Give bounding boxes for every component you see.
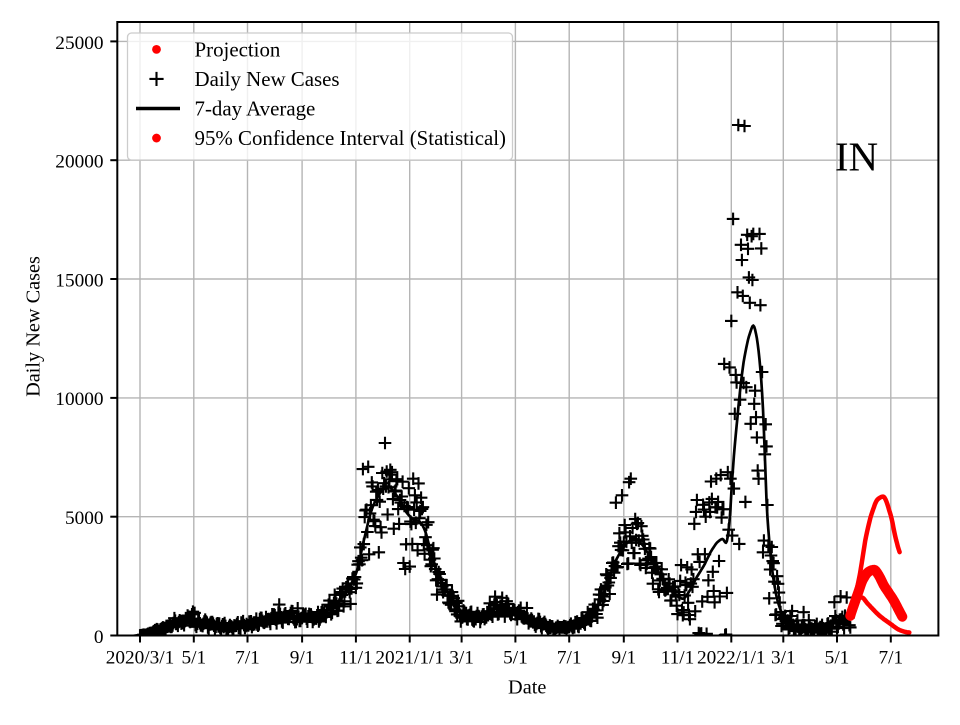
svg-text:3/1: 3/1 (449, 647, 474, 668)
svg-text:20000: 20000 (55, 152, 103, 173)
svg-text:7/1: 7/1 (235, 647, 260, 668)
svg-text:7-day Average: 7-day Average (195, 97, 316, 121)
svg-text:7/1: 7/1 (878, 647, 903, 668)
svg-text:25000: 25000 (55, 33, 103, 54)
svg-text:7/1: 7/1 (557, 647, 582, 668)
svg-text:Daily New Cases: Daily New Cases (195, 67, 340, 91)
svg-text:9/1: 9/1 (611, 647, 636, 668)
svg-text:95% Confidence Interval (Stati: 95% Confidence Interval (Statistical) (195, 126, 507, 150)
svg-text:IN: IN (835, 133, 878, 179)
svg-text:2022/1/1: 2022/1/1 (697, 647, 766, 668)
svg-text:5000: 5000 (65, 508, 104, 529)
svg-text:Projection: Projection (195, 37, 281, 61)
svg-text:11/1: 11/1 (661, 647, 695, 668)
svg-text:Date: Date (508, 677, 546, 699)
svg-text:5/1: 5/1 (825, 647, 850, 668)
svg-text:0: 0 (94, 627, 104, 648)
svg-text:9/1: 9/1 (290, 647, 315, 668)
svg-text:10000: 10000 (55, 389, 103, 410)
svg-text:2020/3/1: 2020/3/1 (106, 647, 175, 668)
svg-text:15000: 15000 (55, 270, 103, 291)
svg-text:Daily New Cases: Daily New Cases (23, 256, 45, 397)
svg-text:2021/1/1: 2021/1/1 (375, 647, 444, 668)
svg-text:5/1: 5/1 (503, 647, 528, 668)
svg-text:3/1: 3/1 (771, 647, 796, 668)
svg-text:5/1: 5/1 (181, 647, 206, 668)
svg-text:11/1: 11/1 (339, 647, 373, 668)
